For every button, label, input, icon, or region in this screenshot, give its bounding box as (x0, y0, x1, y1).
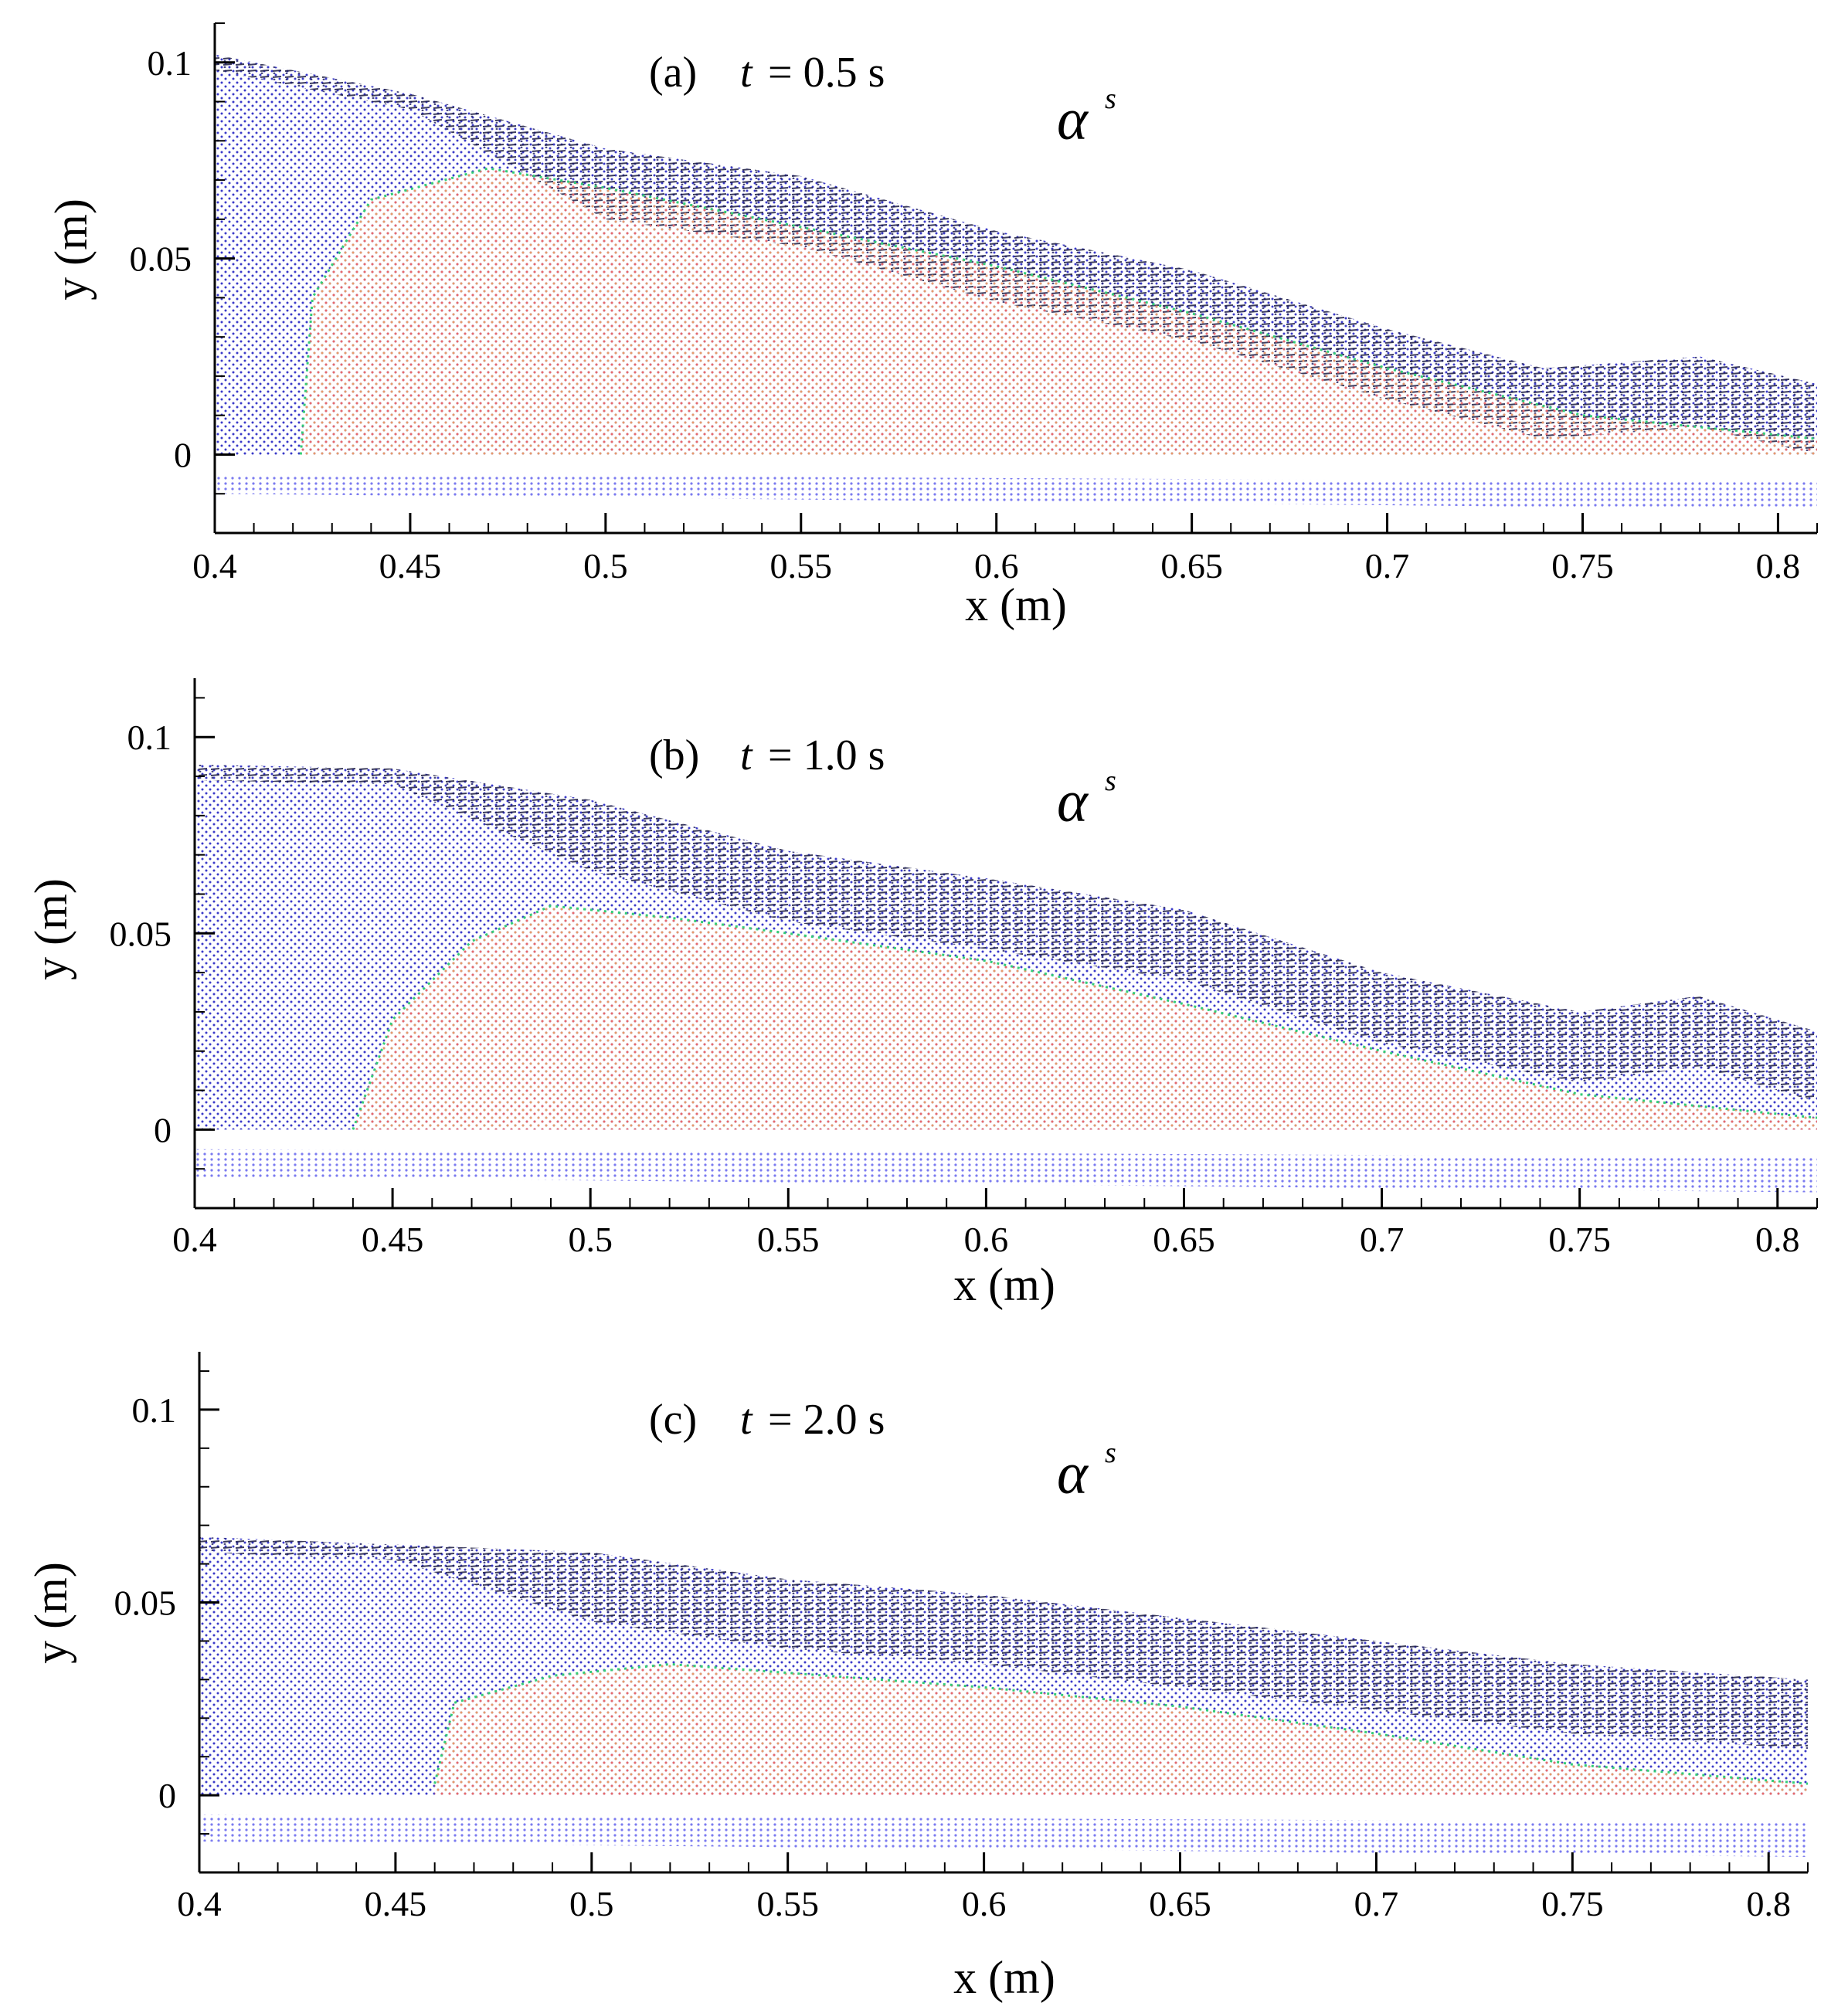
bed-particles (195, 1149, 1817, 1193)
panel-b-ylabel: y (m) (25, 878, 76, 980)
colorbar-superscript: s (1105, 1437, 1116, 1469)
x-tick-label: 0.5 (583, 546, 628, 586)
x-tick-label: 0.8 (1756, 546, 1801, 586)
colorbar-symbol: α (1057, 1441, 1089, 1506)
colorbar-symbol: α (1057, 769, 1089, 834)
panel-a-axes: 0.4 0.45 0.5 0.55 0.6 0.65 0.7 0.75 0.8 0 0.05 0.1 (130, 22, 1818, 586)
panel-b: 0.4 0.45 0.5 0.55 0.6 0.65 0.7 0.75 0.800.050.1 … (25, 678, 1818, 1310)
x-tick-label: 0.6 (964, 1220, 1009, 1259)
interface-particles (299, 167, 1817, 455)
y-tick-label: 0.1 (148, 43, 192, 83)
surface-layer-particles (199, 1536, 1808, 1750)
colorbar-superscript: s (1105, 83, 1116, 115)
panel-c-ylabel: y (m) (25, 1562, 76, 1664)
sediment-particles (352, 905, 1817, 1130)
x-tick-label: 0.45 (362, 1220, 424, 1259)
bed-particles (215, 474, 1817, 510)
x-tick-label: 0.45 (365, 1884, 427, 1923)
x-tick-label: 0.7 (1365, 546, 1410, 586)
panel-c-label: (c) (649, 1396, 697, 1444)
panel-b-colorbar: α s (1057, 765, 1116, 834)
panel-a-time-value: = 0.5 s (768, 49, 885, 97)
x-tick-label: 0.75 (1551, 546, 1614, 586)
y-tick-label: 0 (174, 435, 192, 474)
x-tick-label: 0.8 (1746, 1884, 1791, 1923)
panel-b-plot-area (195, 764, 1817, 1193)
x-tick-label: 0.55 (756, 1884, 819, 1923)
x-tick-label: 0.55 (770, 546, 833, 586)
panel-a-label: (a) (649, 49, 697, 97)
x-tick-label: 0.6 (974, 546, 1019, 586)
x-tick-label: 0.7 (1354, 1884, 1399, 1923)
x-tick-label: 0.5 (569, 1884, 614, 1923)
panel-a-xlabel: x (m) (965, 579, 1067, 630)
x-tick-label: 0.75 (1548, 1220, 1611, 1259)
surface-layer-particles (195, 764, 1817, 1102)
x-tick-label: 0.65 (1153, 1220, 1215, 1259)
colorbar-superscript: s (1105, 765, 1116, 797)
y-tick-label: 0.05 (114, 1584, 177, 1623)
panel-a-time-symbol: t (740, 49, 753, 97)
y-tick-label: 0.05 (110, 914, 172, 953)
panel-c: 0.4 0.45 0.5 0.55 0.6 0.65 0.7 0.75 0.800.050.1 … (25, 1352, 1809, 2003)
surface-layer-particles (215, 54, 1817, 455)
y-tick-label: 0 (154, 1110, 172, 1149)
bed-particles (199, 1814, 1808, 1858)
colorbar-symbol: α (1057, 87, 1089, 152)
panel-a: 0.4 0.45 0.5 0.55 0.6 0.65 0.7 0.75 0.800.050.1 … (46, 22, 1818, 630)
sediment-particles (434, 1664, 1808, 1796)
panel-c-axes: 0.4 0.45 0.5 0.55 0.6 0.65 0.7 0.75 0.8 0 0.05 0.1 (114, 1352, 1809, 1923)
y-tick-label: 0.05 (130, 239, 192, 279)
panel-a-plot-area (215, 54, 1817, 510)
x-tick-label: 0.7 (1360, 1220, 1405, 1259)
panel-b-axes: 0.4 0.45 0.5 0.55 0.6 0.65 0.7 0.75 0.8 0 0.05 0.1 (110, 678, 1818, 1259)
x-tick-label: 0.75 (1541, 1884, 1604, 1923)
x-tick-label: 0.55 (757, 1220, 820, 1259)
x-tick-label: 0.45 (379, 546, 442, 586)
sediment-particles (301, 168, 1817, 455)
panel-c-time-value: = 2.0 s (768, 1396, 885, 1444)
x-tick-label: 0.65 (1160, 546, 1223, 586)
y-tick-label: 0.1 (127, 718, 172, 757)
panel-a-colorbar: α s (1057, 83, 1116, 152)
panel-b-label: (b) (649, 732, 699, 779)
x-tick-label: 0.5 (568, 1220, 613, 1259)
x-tick-label: 0.4 (192, 546, 237, 586)
x-tick-label: 0.4 (172, 1220, 217, 1259)
interface-particles (433, 1662, 1808, 1785)
panel-b-xlabel: x (m) (953, 1259, 1055, 1310)
y-tick-label: 0 (158, 1776, 176, 1815)
panel-b-time-symbol: t (740, 732, 753, 779)
y-tick-label: 0.1 (132, 1390, 177, 1430)
panel-c-xlabel: x (m) (953, 1952, 1055, 2003)
panel-c-colorbar: α s (1057, 1437, 1116, 1506)
panel-b-time-value: = 1.0 s (768, 732, 885, 779)
panel-a-ylabel: y (m) (46, 199, 97, 300)
x-tick-label: 0.4 (177, 1884, 222, 1923)
panel-c-plot-area (199, 1536, 1808, 1858)
x-tick-label: 0.65 (1149, 1884, 1211, 1923)
x-tick-label: 0.8 (1755, 1220, 1800, 1259)
panel-c-time-symbol: t (740, 1396, 753, 1444)
x-tick-label: 0.6 (962, 1884, 1007, 1923)
